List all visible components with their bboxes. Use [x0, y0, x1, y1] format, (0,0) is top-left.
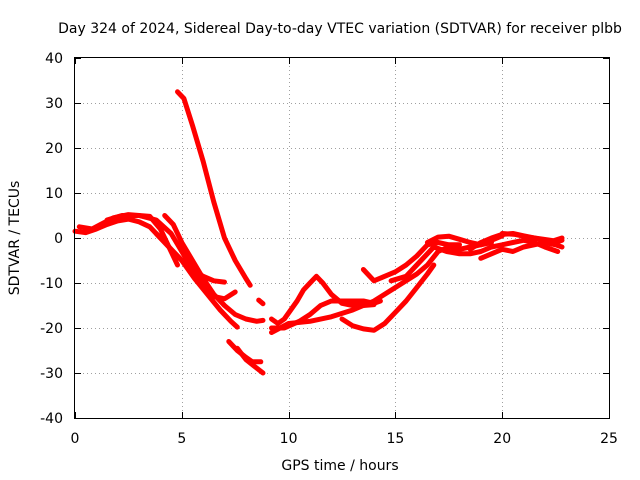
- y-tick-label: -40: [40, 411, 63, 427]
- series-arc-9: [256, 297, 266, 307]
- plot-frame: [74, 57, 610, 419]
- series-arc-18: [478, 240, 565, 261]
- y-tick-label: 40: [45, 51, 63, 67]
- y-tick-label: 30: [45, 96, 63, 112]
- y-axis-label: SDTVAR / TECUs: [7, 181, 23, 296]
- x-tick-label: 25: [600, 431, 618, 447]
- x-tick-label: 20: [493, 431, 511, 447]
- x-tick-label: 5: [177, 431, 186, 447]
- x-tick-label: 15: [386, 431, 404, 447]
- series-arc-19: [499, 231, 565, 244]
- series-arc-4: [162, 213, 266, 324]
- y-tick-label: -30: [40, 366, 63, 382]
- y-tick-label: 0: [54, 231, 63, 247]
- x-axis-label: GPS time / hours: [281, 458, 398, 474]
- series-arc-6: [175, 89, 253, 288]
- chart-title: Day 324 of 2024, Sidereal Day-to-day VTE…: [58, 21, 622, 37]
- series-arc-14: [360, 240, 462, 284]
- y-tick-label: 20: [45, 141, 63, 157]
- series-group: [72, 89, 565, 376]
- axis-ticks: 0 5 10 15 20 25 40 30 20 10 0 -10 -20 -30 -40: [40, 51, 618, 447]
- y-tick-label: -20: [40, 321, 63, 337]
- x-tick-label: 0: [71, 431, 80, 447]
- series-arc-13: [339, 262, 437, 333]
- series-arc-10: [269, 273, 377, 326]
- y-tick-label: -10: [40, 276, 63, 292]
- series-arc-8: [234, 345, 266, 376]
- x-tick-label: 10: [280, 431, 298, 447]
- y-tick-label: 10: [45, 186, 63, 202]
- series-arc-15: [388, 237, 561, 284]
- series-arc-5: [153, 231, 240, 330]
